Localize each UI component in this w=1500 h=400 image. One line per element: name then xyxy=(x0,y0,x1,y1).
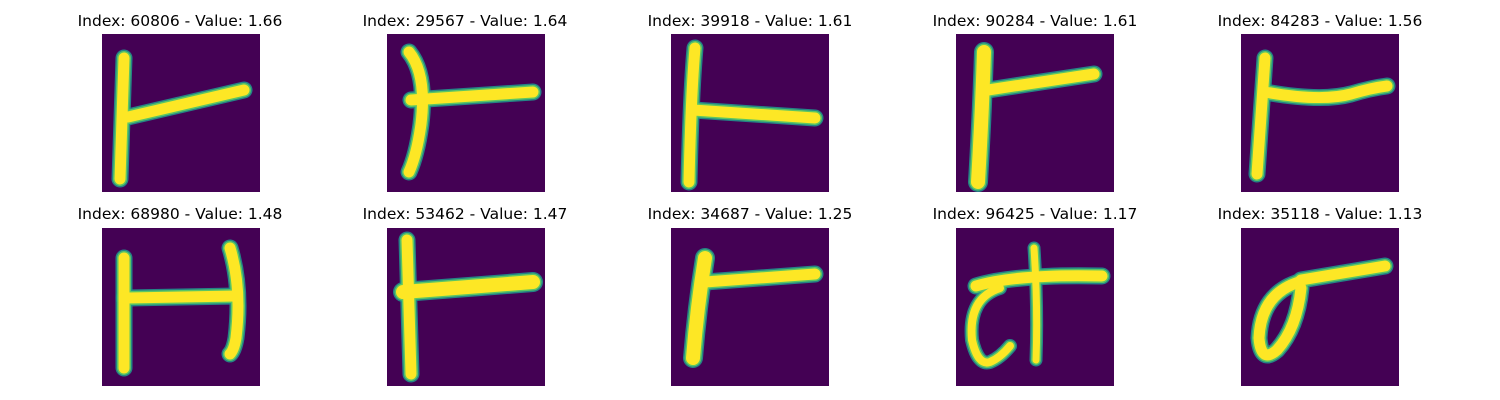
digit-image-6 xyxy=(102,228,260,386)
digit-image-2 xyxy=(387,34,545,192)
panel-title-5: Index: 84283 - Value: 1.56 xyxy=(1217,12,1423,30)
panel-title-8: Index: 34687 - Value: 1.25 xyxy=(647,205,853,223)
digit-image-7 xyxy=(387,228,545,386)
panel-title-9: Index: 96425 - Value: 1.17 xyxy=(932,205,1138,223)
panel-title-7: Index: 53462 - Value: 1.47 xyxy=(362,205,568,223)
digit-image-8 xyxy=(671,228,829,386)
panel-title-6: Index: 68980 - Value: 1.48 xyxy=(77,205,283,223)
digit-image-3 xyxy=(671,34,829,192)
digit-image-4 xyxy=(956,34,1114,192)
digit-image-5 xyxy=(1241,34,1399,192)
panel-title-1: Index: 60806 - Value: 1.66 xyxy=(77,12,283,30)
panel-title-4: Index: 90284 - Value: 1.61 xyxy=(932,12,1138,30)
digit-image-1 xyxy=(102,34,260,192)
panel-title-2: Index: 29567 - Value: 1.64 xyxy=(362,12,568,30)
digit-image-9 xyxy=(956,228,1114,386)
panel-title-3: Index: 39918 - Value: 1.61 xyxy=(647,12,853,30)
panel-title-10: Index: 35118 - Value: 1.13 xyxy=(1217,205,1423,223)
digit-image-10 xyxy=(1241,228,1399,386)
